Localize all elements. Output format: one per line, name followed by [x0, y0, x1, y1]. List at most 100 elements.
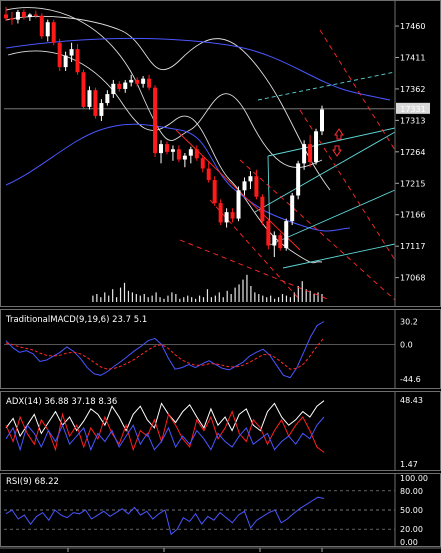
bollinger-mid [5, 7, 323, 168]
candle-body [147, 78, 152, 88]
candle-body [63, 55, 68, 68]
channel-line-10 [179, 239, 331, 301]
candle-body [284, 221, 289, 249]
up-arrow-icon [334, 128, 344, 140]
macd-title: TraditionalMACD(9,19,6) 23.7 5.1 [5, 315, 147, 325]
candle-body [129, 79, 134, 83]
rsi-tick-label-1: 80.00 [400, 487, 423, 496]
macd-panel[interactable]: TraditionalMACD(9,19,6) 23.7 5.1 30.2 0.0 -… [4, 315, 421, 384]
candle-body [188, 149, 193, 156]
candle-body [302, 144, 307, 164]
channel-line-3 [282, 243, 396, 269]
macd-tick-label-0: 30.2 [400, 317, 418, 326]
rsi-line [5, 496, 325, 536]
candle-body [75, 49, 80, 73]
candle-body [230, 212, 235, 219]
adx-tick-label-0: 48.43 [400, 396, 423, 405]
candle-body [9, 18, 14, 20]
price-tick-label-2: 17362 [400, 85, 425, 94]
candle-body [99, 103, 104, 116]
macd-signal-line [5, 337, 325, 370]
candle-body [224, 212, 229, 223]
channel-line-0 [254, 131, 396, 213]
current-price-label: 17331 [400, 105, 425, 114]
candle-body [117, 83, 122, 89]
rsi-tick-label-4: 0.00 [400, 538, 418, 547]
candle-body [33, 14, 38, 16]
channel-line-2 [269, 189, 396, 246]
candle-body [159, 144, 164, 154]
candle-body [266, 221, 271, 246]
candle-body [314, 131, 319, 163]
candle-body [236, 190, 241, 219]
bollinger-lower [7, 50, 323, 264]
channel-line-7 [239, 159, 396, 301]
candle-body [135, 79, 140, 84]
adx-title: ADX(14) 36.88 37.18 8.36 [6, 397, 117, 407]
adx-tick-label-1: 1.47 [400, 460, 418, 469]
current-price-box [396, 102, 430, 114]
candle-body [278, 235, 283, 249]
price-tick-label-6: 17166 [400, 211, 425, 220]
adx-panel[interactable]: ADX(14) 36.88 37.18 8.36 48.43 1.47 [5, 396, 423, 469]
candle-body [123, 82, 128, 89]
candle-body [296, 163, 301, 196]
price-tick-label-5: 17215 [400, 179, 425, 188]
candle-body [242, 181, 247, 191]
channel-line-11 [175, 129, 301, 251]
candle-body [170, 149, 175, 152]
candle-body [260, 196, 265, 222]
rsi-tick-label-0: 100.00 [400, 474, 428, 483]
candle-body [272, 235, 277, 246]
price-tick-label-8: 17068 [400, 274, 425, 283]
ma-blue-long [5, 37, 391, 101]
bollinger-upper [5, 15, 331, 191]
rsi-panel[interactable]: RSI(9) 68.22 100.00 80.00 50.00 20.00 0.00 [4, 474, 428, 547]
candle-body [27, 14, 32, 18]
price-tick-label-4: 17264 [400, 148, 425, 157]
price-panel[interactable]: 17460 17411 17362 17313 17264 17215 17166 17117… [4, 6, 430, 302]
candle-body [218, 203, 223, 223]
ma-blue-short [5, 123, 351, 232]
rsi-tick-label-3: 20.00 [400, 525, 423, 534]
candle-body [141, 78, 146, 84]
candle-body [176, 149, 181, 160]
channel-line-1 [267, 127, 396, 157]
candle-body [206, 168, 211, 181]
candle-body [51, 22, 56, 43]
candle-body [45, 22, 50, 37]
candle-body [320, 109, 324, 132]
price-tick-label-0: 17460 [400, 22, 425, 31]
panel-frame-0 [0, 0, 441, 307]
price-tick-label-1: 17411 [400, 53, 425, 62]
candle-body [308, 144, 313, 163]
candle-body [164, 144, 169, 152]
macd-tick-label-1: 0.0 [400, 341, 413, 350]
candle-body [4, 14, 8, 19]
candle-body [93, 90, 98, 116]
candle-body [15, 11, 20, 20]
candle-body [21, 11, 26, 18]
candle-body [212, 180, 217, 204]
candle-body [290, 195, 295, 222]
candle-body [254, 176, 259, 197]
candle-body [39, 15, 44, 37]
candle-body [200, 158, 205, 169]
candle-body [87, 90, 92, 107]
rsi-tick-label-2: 50.00 [400, 506, 423, 515]
macd-tick-label-2: -44.6 [400, 375, 421, 384]
candle-body [182, 155, 187, 160]
rsi-title: RSI(9) 68.22 [6, 477, 59, 487]
candle-body [105, 94, 110, 104]
macd-line [5, 321, 325, 379]
adx-series-1 [5, 410, 325, 453]
candle-body [111, 83, 116, 95]
price-tick-label-7: 17117 [400, 242, 425, 251]
candle-body [153, 87, 158, 154]
candle-body [57, 42, 62, 68]
candle-body [194, 149, 199, 159]
channel-line-6 [319, 29, 396, 151]
adx-series-2 [5, 416, 325, 452]
